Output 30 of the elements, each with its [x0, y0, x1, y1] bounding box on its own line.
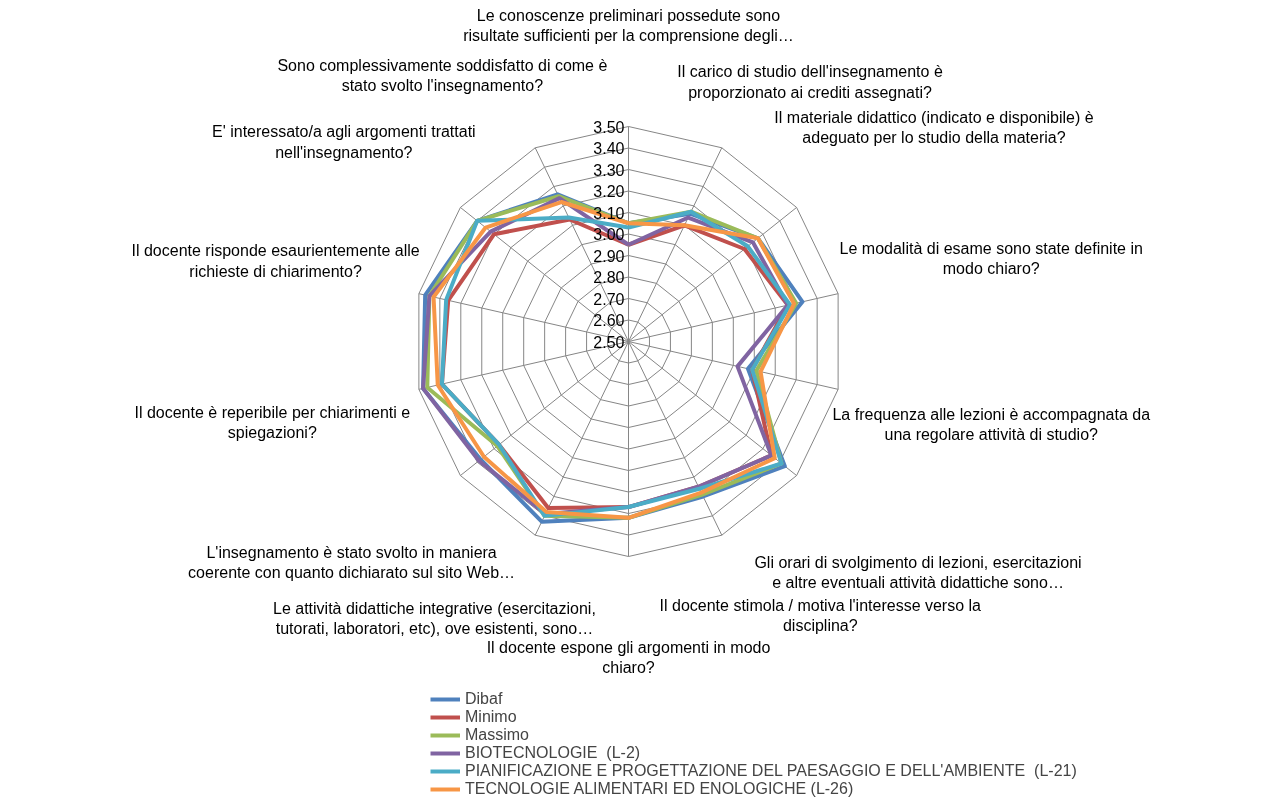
y-tick-label: 3.10 [593, 204, 625, 222]
spoke-label: Gli orari di svolgimento di lezioni, esercitazioni e altre eventuali attività didattiche sono… [754, 553, 1082, 592]
legend-label: Dibaf [465, 690, 503, 708]
y-tick-label: 3.20 [593, 183, 625, 200]
spoke-label: Sono complessivamente soddisfatto di come è stato svolto l'insegnamento? [277, 57, 608, 95]
y-tick-label: 3.50 [593, 118, 625, 136]
legend-label: PIANIFICAZIONE E PROGETTAZIONE DEL PAESAGGIO E DELL'AMBIENTE (L-21) [465, 762, 1077, 780]
y-tick-label: 2.70 [593, 290, 625, 308]
spoke-label: Il materiale didattico (indicato e disponibile) è adeguato per lo studio della materia? [774, 108, 1094, 147]
spoke-label: E' interessato/a agli argomenti trattati nell'insegnamento? [212, 123, 476, 161]
legend-label: TECNOLOGIE ALIMENTARI ED ENOLOGICHE (L-26) [465, 780, 854, 798]
spoke-label: Il carico di studio dell'insegnamento è proporzionato ai crediti assegnati? [677, 63, 943, 101]
spoke-label: Le modalità di esame sono state definite in modo chiaro? [839, 240, 1143, 278]
spoke-label: Le conoscenze preliminari possedute sono risultate sufficienti per la comprensione degli… [463, 6, 794, 45]
spoke-label: Il docente è reperibile per chiarimenti e spiegazioni? [134, 404, 411, 442]
legend-label: Massimo [465, 726, 530, 744]
y-tick-label: 2.50 [593, 333, 625, 351]
y-tick-label: 3.40 [593, 140, 625, 157]
y-tick-label: 2.80 [593, 269, 625, 286]
y-tick-label: 2.90 [593, 247, 625, 265]
spoke-label: Il docente espone gli argomenti in modo chiaro? [486, 638, 771, 677]
spoke-label: L'insegnamento è stato svolto in maniera coerente con quanto dichiarato sul sito Web… [188, 543, 516, 582]
legend-label: Minimo [465, 708, 517, 726]
spoke-label: Il docente stimola / motiva l'interesse verso la disciplina? [659, 596, 982, 635]
y-tick-label: 2.60 [593, 312, 625, 329]
spoke-label: La frequenza alle lezioni è accompagnata da una regolare attività di studio? [832, 405, 1151, 443]
spoke-label: Le attività didattiche integrative (esercitazioni, tutorati, laboratori, etc), ove esistenti, sono… [273, 599, 596, 638]
spoke-label: Il docente risponde esaurientemente alle richieste di chiarimento? [131, 242, 420, 280]
y-tick-label: 3.30 [593, 161, 625, 179]
legend-label: BIOTECNOLOGIE (L-2) [465, 744, 641, 762]
